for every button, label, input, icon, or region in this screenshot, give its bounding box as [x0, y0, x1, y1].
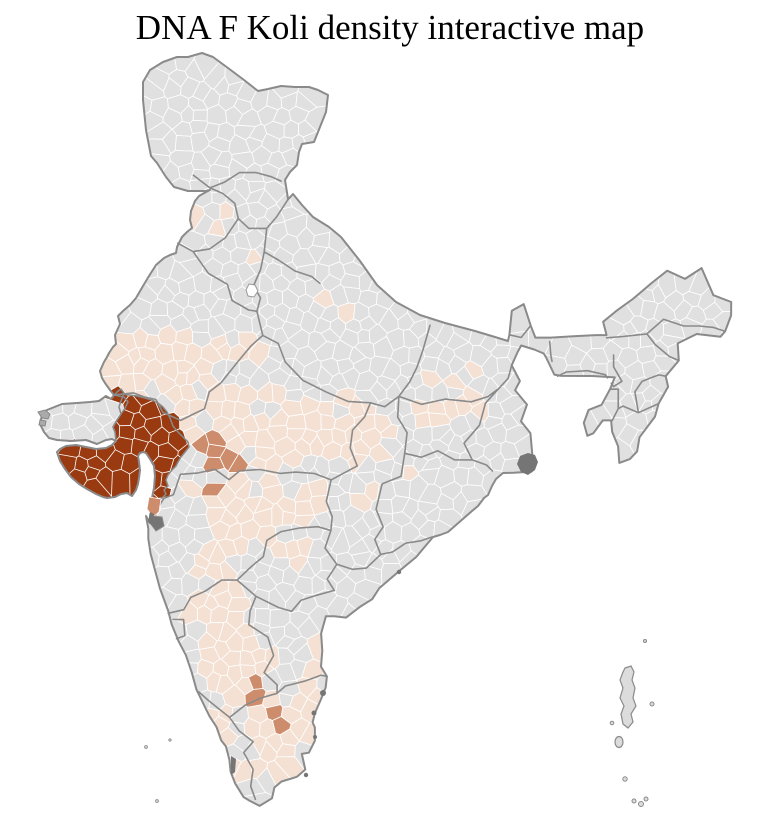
svg-text:DNA F Koli density interactive: DNA F Koli density interactive map [136, 8, 644, 47]
